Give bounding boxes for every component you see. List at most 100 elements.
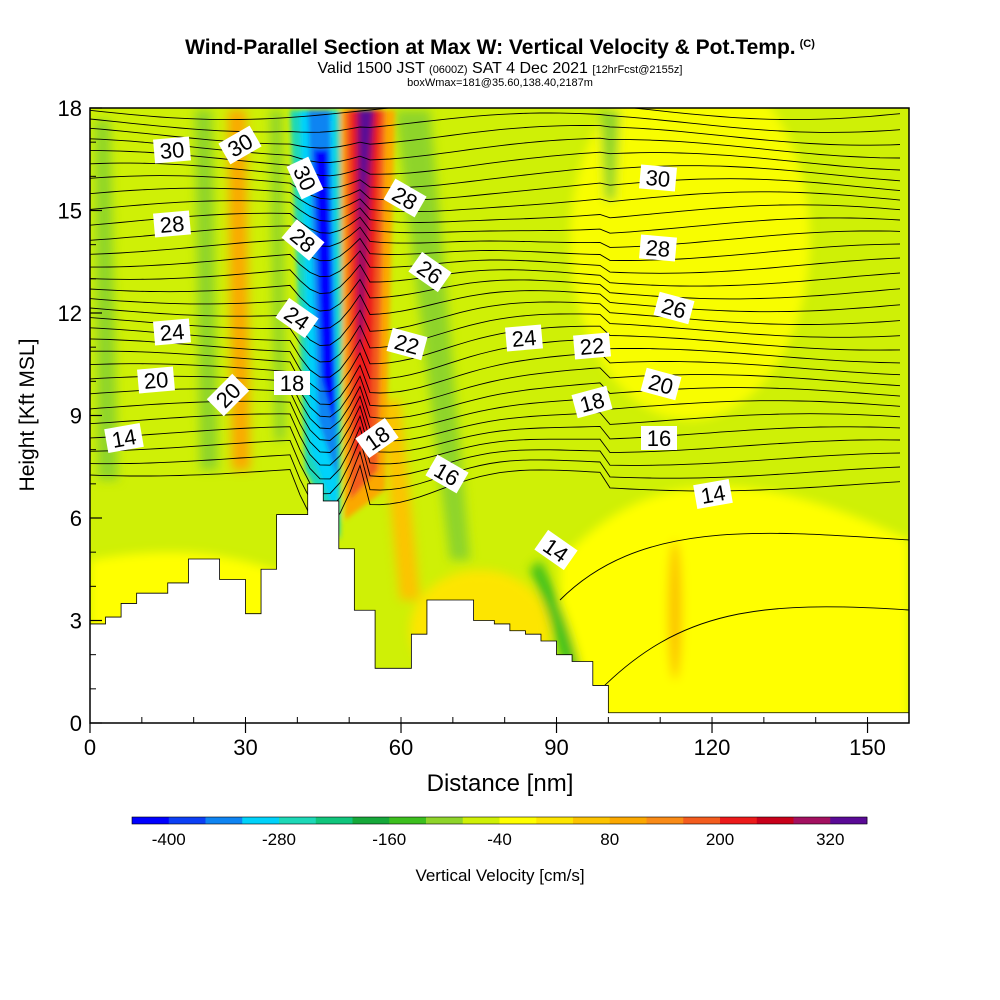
y-tick-label: 15 (58, 199, 82, 224)
svg-text:20: 20 (143, 367, 170, 394)
svg-text:14: 14 (110, 424, 138, 453)
theta-contour (559, 532, 909, 601)
axes: 0 30 60 90 120 150 0 3 6 9 12 15 18 (58, 96, 886, 760)
colorbar-tick-label: -40 (487, 830, 512, 849)
theta-contour (90, 225, 901, 248)
colorbar: -400 -280 -160 -40 80 200 320 (131, 816, 868, 849)
colorbar-tick-label: 80 (600, 830, 619, 849)
colorbar-tick-label: -400 (152, 830, 186, 849)
contour-label: 18 (274, 371, 310, 396)
theta-contour (90, 313, 901, 363)
y-axis-label: Height [Kft MSL] (16, 339, 39, 492)
x-tick-label: 150 (849, 735, 886, 760)
theta-contour (90, 150, 901, 177)
contour-label: 26 (653, 291, 695, 325)
y-tick-label: 3 (70, 609, 82, 634)
svg-text:28: 28 (645, 235, 672, 262)
contour-label: 22 (386, 327, 428, 361)
colorbar-swatch (205, 817, 243, 824)
x-tick-label: 0 (84, 735, 96, 760)
x-tick-label: 30 (233, 735, 257, 760)
theta-contour (90, 464, 901, 527)
colorbar-swatch (279, 817, 317, 824)
theta-contour (90, 264, 901, 295)
y-tick-label: 9 (70, 404, 82, 429)
colorbar-swatch (646, 817, 684, 824)
contour-label: 14 (104, 423, 144, 453)
colorbar-swatch (426, 817, 464, 824)
potential-temperature-contours (90, 108, 909, 691)
contour-label: 30 (153, 136, 191, 164)
colorbar-tick-label: -280 (262, 830, 296, 849)
colorbar-swatch (830, 817, 868, 824)
theta-contour (90, 450, 901, 511)
colorbar-label: Vertical Velocity [cm/s] (415, 866, 584, 885)
chart-title: Wind-Parallel Section at Max W: Vertical… (185, 36, 815, 59)
theta-contour (90, 187, 901, 213)
theta-contour (90, 200, 901, 223)
colorbar-swatch (132, 817, 170, 824)
svg-text:30: 30 (159, 137, 186, 164)
theta-contour (90, 250, 901, 278)
contour-label: 14 (693, 479, 733, 509)
theta-contour (90, 437, 901, 495)
contour-label: 28 (153, 210, 191, 238)
x-tick-label: 60 (389, 735, 413, 760)
theta-contour (90, 363, 901, 418)
colorbar-swatch (756, 817, 794, 824)
svg-text:22: 22 (579, 333, 606, 360)
theta-contour (90, 301, 901, 347)
theta-contour (90, 162, 901, 189)
contour-label: 18 (571, 385, 613, 419)
colorbar-swatch (242, 817, 280, 824)
theta-contour (90, 425, 901, 480)
svg-text:24: 24 (159, 319, 186, 346)
colorbar-tick-label: -160 (372, 830, 406, 849)
contour-label: 20 (640, 367, 682, 401)
theta-contour (90, 375, 901, 430)
contour-label: 24 (153, 318, 191, 346)
contour-label: 20 (137, 366, 175, 394)
theta-contour (90, 413, 901, 466)
svg-text:24: 24 (511, 325, 538, 352)
theta-contour (90, 175, 901, 201)
colorbar-tick-label: 320 (816, 830, 844, 849)
theta-contour (90, 338, 901, 392)
theta-contour (90, 278, 901, 312)
theta-contour (90, 290, 901, 329)
copyright-mark: (C) (799, 38, 815, 50)
colorbar-swatch (536, 817, 574, 824)
svg-text:30: 30 (645, 165, 672, 192)
colorbar-tick-label: 200 (706, 830, 734, 849)
y-tick-label: 6 (70, 506, 82, 531)
colorbar-swatch (462, 817, 500, 824)
colorbar-swatch (573, 817, 611, 824)
y-tick-label: 18 (58, 96, 82, 121)
colorbar-swatch (793, 817, 831, 824)
contour-label: 20 (206, 373, 250, 417)
y-tick-label: 0 (70, 711, 82, 736)
colorbar-swatch (389, 817, 427, 824)
svg-text:28: 28 (159, 211, 186, 238)
theta-contour (90, 112, 901, 133)
svg-text:14: 14 (699, 480, 727, 509)
theta-contour (90, 325, 901, 378)
theta-contour (90, 212, 901, 234)
contour-label: 22 (573, 332, 611, 360)
contour-label: 24 (505, 324, 543, 352)
svg-text:18: 18 (280, 371, 304, 396)
colorbar-swatch (609, 817, 647, 824)
x-axis-label: Distance [nm] (427, 770, 574, 797)
theta-contour (599, 606, 909, 691)
x-tick-label: 90 (544, 735, 568, 760)
theta-contour (90, 108, 901, 121)
colorbar-swatch (720, 817, 758, 824)
contour-label: 16 (641, 426, 677, 451)
svg-text:16: 16 (647, 426, 671, 451)
colorbar-swatch (168, 817, 206, 824)
contour-label: 30 (639, 164, 677, 192)
contour-label: 28 (639, 234, 677, 262)
x-tick-label: 120 (694, 735, 731, 760)
chart-subtitle-2: boxWmax=181@35.60,138.40,2187m (407, 77, 593, 89)
